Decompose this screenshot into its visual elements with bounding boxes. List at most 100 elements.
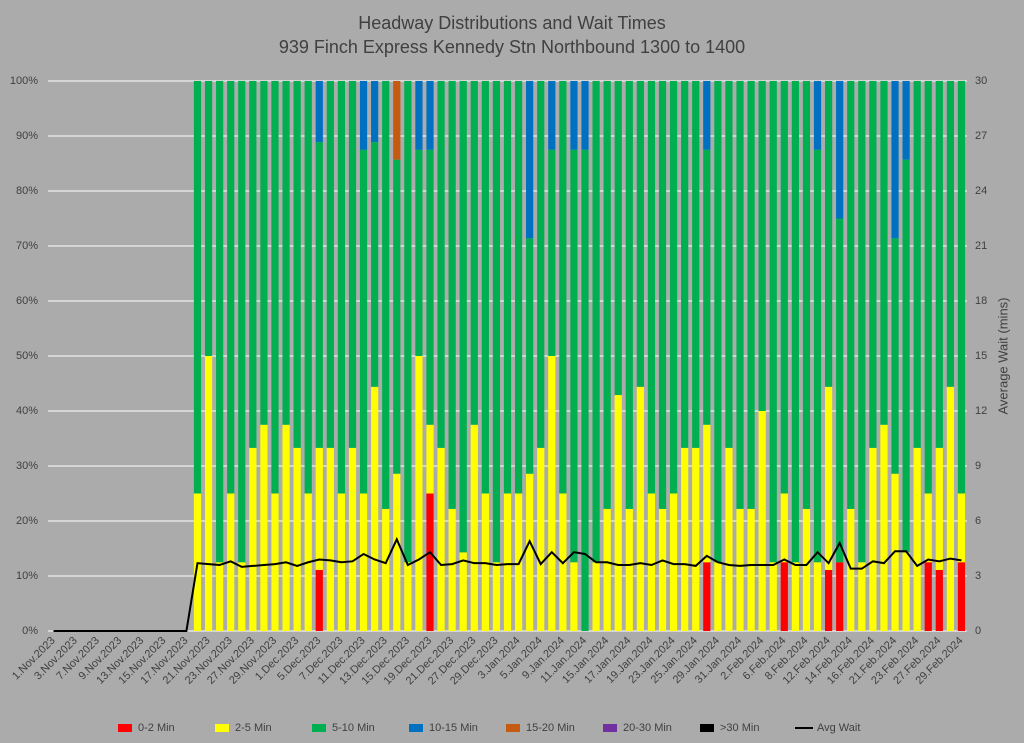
bar-segment bbox=[404, 81, 412, 563]
bar-segment bbox=[636, 81, 644, 387]
bar-segment bbox=[592, 81, 600, 563]
legend-label: 15-20 Min bbox=[526, 722, 575, 734]
bar-segment bbox=[359, 493, 368, 631]
bar-segment bbox=[348, 447, 357, 631]
y-tick-label: 10% bbox=[16, 570, 38, 582]
bar-segment bbox=[625, 81, 633, 509]
y2-axis-label: Average Wait (mins) bbox=[995, 297, 1010, 414]
bar-segment bbox=[415, 149, 423, 356]
bar-segment bbox=[559, 81, 567, 494]
bar-segment bbox=[437, 447, 445, 631]
y-tick-label: 40% bbox=[16, 405, 38, 417]
y-tick-label: 0% bbox=[22, 625, 38, 637]
bar-segment bbox=[747, 508, 755, 631]
bar-segment bbox=[315, 569, 323, 631]
bar-segment bbox=[891, 81, 899, 239]
bar-segment bbox=[636, 386, 644, 631]
bar-segment bbox=[813, 81, 822, 150]
bar-segment bbox=[725, 81, 733, 448]
bar-segment bbox=[836, 562, 844, 631]
bar-segment bbox=[957, 562, 966, 631]
bar-segment bbox=[858, 562, 866, 631]
legend-swatch bbox=[603, 724, 617, 732]
bar-segment bbox=[658, 508, 667, 631]
y-tick-label: 90% bbox=[16, 130, 38, 142]
bar-segment bbox=[658, 81, 667, 509]
bar-segment bbox=[935, 447, 943, 570]
bar-segment bbox=[703, 424, 711, 563]
bar-segment bbox=[880, 81, 888, 425]
bar-segment bbox=[902, 552, 910, 631]
bar-segment bbox=[249, 81, 257, 448]
bar-segment bbox=[249, 447, 257, 631]
bar-segment bbox=[492, 562, 501, 631]
bar-segment bbox=[570, 562, 578, 631]
y-tick-label: 60% bbox=[16, 295, 38, 307]
bar-segment bbox=[260, 81, 268, 425]
bar-segment bbox=[326, 81, 334, 448]
y-tick-label: 70% bbox=[16, 240, 38, 252]
bar-segment bbox=[293, 81, 301, 448]
legend-swatch bbox=[409, 724, 423, 732]
bar-segment bbox=[725, 447, 733, 631]
bar-segment bbox=[271, 493, 279, 631]
bar-segment bbox=[836, 218, 844, 563]
bar-segment bbox=[315, 142, 323, 448]
bar-segment bbox=[371, 142, 379, 387]
bar-segment bbox=[780, 81, 788, 494]
bar-segment bbox=[946, 81, 954, 387]
bar-segment bbox=[238, 81, 246, 563]
bar-segment bbox=[592, 562, 600, 631]
bar-segment bbox=[669, 81, 678, 494]
bar-segment bbox=[935, 569, 943, 631]
bar-segment bbox=[426, 493, 434, 631]
bar-segment bbox=[780, 562, 788, 631]
bar-segment bbox=[204, 81, 213, 356]
y2-tick-label: 27 bbox=[975, 130, 987, 142]
bar-segment bbox=[548, 149, 556, 356]
bar-segment bbox=[304, 81, 312, 494]
bar-segment bbox=[824, 569, 833, 631]
bar-segment bbox=[526, 81, 534, 239]
bar-segment bbox=[393, 81, 401, 160]
bar-segment bbox=[526, 238, 534, 474]
bar-segment bbox=[348, 81, 357, 448]
bar-segment bbox=[337, 81, 346, 494]
legend-label: 0-2 Min bbox=[138, 722, 175, 734]
bar-segment bbox=[681, 81, 689, 448]
bar-segment bbox=[448, 508, 456, 631]
bar-segment bbox=[791, 562, 799, 631]
legend-swatch bbox=[506, 724, 520, 732]
bar-segment bbox=[581, 149, 589, 631]
bar-segment bbox=[315, 81, 323, 143]
bar-segment bbox=[747, 81, 755, 509]
bar-segment bbox=[371, 386, 379, 631]
bar-segment bbox=[359, 81, 368, 150]
bar-segment bbox=[481, 81, 489, 494]
bar-segment bbox=[514, 81, 523, 494]
legend-swatch bbox=[118, 724, 132, 732]
avg-wait-line bbox=[53, 536, 962, 632]
bar-segment bbox=[382, 81, 390, 509]
bar-segment bbox=[791, 81, 799, 563]
y2-tick-label: 24 bbox=[975, 185, 987, 197]
y-tick-label: 80% bbox=[16, 185, 38, 197]
bar-segment bbox=[570, 81, 578, 150]
y2-tick-label: 30 bbox=[975, 75, 987, 87]
bar-segment bbox=[802, 81, 811, 509]
bar-segment bbox=[647, 493, 656, 631]
bar-segment bbox=[924, 493, 932, 563]
bar-segment bbox=[404, 562, 412, 631]
legend-swatch bbox=[700, 724, 714, 732]
bar-segment bbox=[902, 81, 910, 160]
bar-segment bbox=[614, 81, 622, 396]
bar-segment bbox=[714, 81, 722, 563]
bar-segment bbox=[880, 424, 888, 631]
bar-segment bbox=[459, 81, 467, 553]
bar-segment bbox=[426, 424, 434, 494]
bar-segment bbox=[669, 493, 678, 631]
bar-segment bbox=[692, 81, 700, 448]
y2-tick-label: 21 bbox=[975, 240, 987, 252]
bar-segment bbox=[703, 81, 711, 150]
bar-segment bbox=[736, 508, 744, 631]
